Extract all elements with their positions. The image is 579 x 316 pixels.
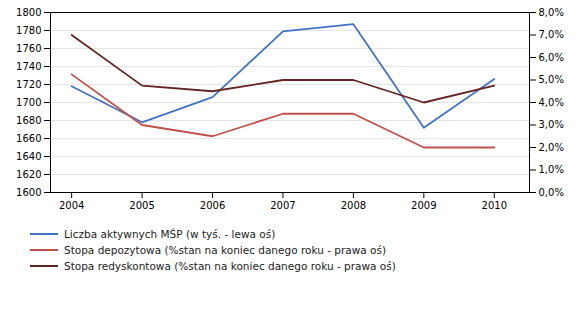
svg-text:2008: 2008 xyxy=(341,200,366,211)
svg-text:2010: 2010 xyxy=(482,200,507,211)
svg-text:7,0%: 7,0% xyxy=(539,29,564,40)
svg-text:1640: 1640 xyxy=(16,151,41,162)
svg-text:1,0%: 1,0% xyxy=(539,164,564,175)
svg-text:2009: 2009 xyxy=(411,200,436,211)
svg-text:2006: 2006 xyxy=(200,200,225,211)
svg-text:1760: 1760 xyxy=(16,43,41,54)
svg-text:5,0%: 5,0% xyxy=(539,74,564,85)
svg-text:4,0%: 4,0% xyxy=(539,97,564,108)
svg-text:1800: 1800 xyxy=(16,7,41,18)
svg-text:1780: 1780 xyxy=(16,25,41,36)
svg-text:1720: 1720 xyxy=(16,79,41,90)
svg-text:1620: 1620 xyxy=(16,169,41,180)
html-text:Liczba aktywnych MŚP (w tyś. -: Liczba aktywnych MŚP (w tyś. - lewa oś) xyxy=(64,228,276,240)
svg-text:0,0%: 0,0% xyxy=(539,187,564,198)
svg-text:2,0%: 2,0% xyxy=(539,142,564,153)
svg-text:1700: 1700 xyxy=(16,97,41,108)
svg-text:8,0%: 8,0% xyxy=(539,7,564,18)
svg-text:1660: 1660 xyxy=(16,133,41,144)
svg-text:3,0%: 3,0% xyxy=(539,119,564,130)
svg-text:2004: 2004 xyxy=(59,200,84,211)
svg-text:2005: 2005 xyxy=(129,200,154,211)
svg-text:1740: 1740 xyxy=(16,61,41,72)
svg-text:1600: 1600 xyxy=(16,187,41,198)
html-text:Stopa depozytowa (%stan na kon: Stopa depozytowa (%stan na koniec danego… xyxy=(64,244,387,256)
svg-text:6,0%: 6,0% xyxy=(539,52,564,63)
svg-text:1680: 1680 xyxy=(16,115,41,126)
svg-text:2007: 2007 xyxy=(270,200,295,211)
html-text:Stopa redyskontowa (%stan na k: Stopa redyskontowa (%stan na koniec dane… xyxy=(64,260,396,272)
